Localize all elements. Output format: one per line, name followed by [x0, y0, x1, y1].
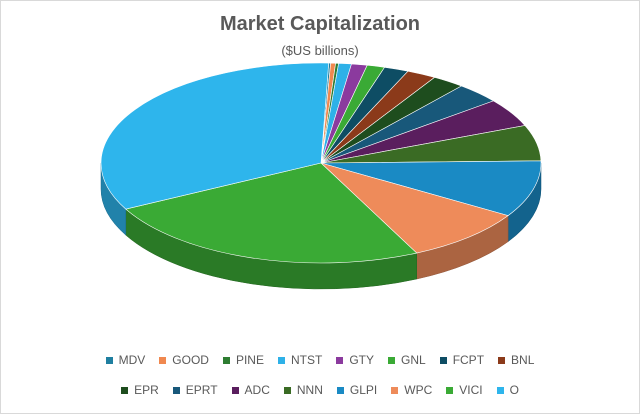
legend-label: EPR [134, 383, 159, 397]
legend-swatch [222, 356, 230, 364]
legend-item-fcpt: FCPT [439, 353, 485, 367]
legend-label: ADC [244, 383, 270, 397]
legend-swatch [446, 386, 454, 394]
legend-swatch [498, 356, 506, 364]
pie-chart [100, 62, 542, 290]
legend-item-eprt: EPRT [172, 383, 218, 397]
pie-side-walls [100, 162, 542, 290]
legend-label: GNL [401, 353, 426, 367]
legend-swatch [277, 356, 285, 364]
legend-item-bnl: BNL [498, 353, 534, 367]
legend-item-gnl: GNL [388, 353, 426, 367]
legend-label: GOOD [172, 353, 209, 367]
legend-label: GTY [349, 353, 374, 367]
legend-item-wpc: WPC [391, 383, 432, 397]
legend-item-epr: EPR [121, 383, 159, 397]
legend-swatch [121, 386, 129, 394]
legend-label: FCPT [452, 353, 485, 367]
legend-item-glpi: GLPI [336, 383, 378, 397]
legend-item-mdv: MDV [105, 353, 146, 367]
legend-label: GLPI [349, 383, 378, 397]
legend-label: NTST [290, 353, 323, 367]
legend-swatch [336, 386, 344, 394]
legend-label: BNL [511, 353, 535, 367]
legend-item-good: GOOD [159, 353, 209, 367]
legend-item-adc: ADC [231, 383, 270, 397]
legend-row: EPR EPRT ADC NNN GLPI WPC VICI O [1, 383, 639, 397]
pie-slice-glpi [320, 160, 542, 216]
pie-slice-vici [125, 162, 418, 264]
legend-swatch [439, 356, 447, 364]
legend-swatch [496, 386, 504, 394]
legend-swatch [336, 356, 344, 364]
legend-swatch [283, 386, 291, 394]
pie-top [100, 62, 542, 264]
legend-label: NNN [296, 383, 323, 397]
chart-title: Market Capitalization [219, 13, 421, 35]
legend-swatch [231, 386, 239, 394]
legend-item-o: O [496, 383, 519, 397]
pie-slice-o [100, 62, 330, 210]
legend-swatch [388, 356, 395, 364]
legend-item-nnn: NNN [283, 383, 323, 397]
legend-row: MDV GOOD PINE NTST GTY GNL FCPT BNL [1, 353, 639, 367]
legend-label: WPC [404, 383, 433, 397]
legend-label: EPRT [185, 383, 218, 397]
chart-subtitle: ($US billions) [281, 43, 359, 58]
legend-swatch [172, 386, 180, 394]
legend-label: MDV [118, 353, 146, 367]
legend-label: PINE [235, 353, 264, 367]
legend-label: O [509, 383, 519, 397]
legend-item-vici: VICI [446, 383, 483, 397]
legend-swatch [391, 386, 399, 394]
legend-swatch [105, 356, 113, 364]
pie-slice-wpc [320, 162, 509, 254]
legend-item-gty: GTY [336, 353, 374, 367]
legend-swatch [159, 356, 167, 364]
legend-label: VICI [459, 383, 483, 397]
legend-item-ntst: NTST [277, 353, 323, 367]
legend-item-pine: PINE [222, 353, 264, 367]
